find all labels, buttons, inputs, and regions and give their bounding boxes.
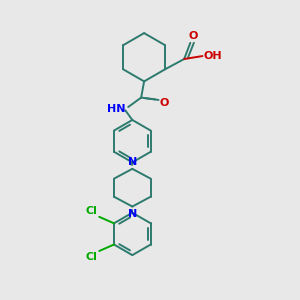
Text: Cl: Cl [86,206,98,216]
Text: N: N [128,157,137,167]
Text: O: O [159,98,169,108]
Text: O: O [188,31,198,41]
Text: OH: OH [204,51,223,61]
Text: N: N [128,208,137,219]
Text: HN: HN [107,104,125,114]
Text: Cl: Cl [86,252,98,262]
